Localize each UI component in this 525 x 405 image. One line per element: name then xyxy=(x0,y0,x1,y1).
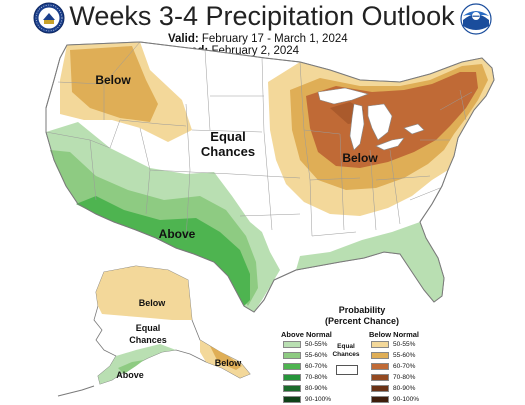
legend-below-swatch xyxy=(371,341,389,348)
alaska-below-50-55 xyxy=(96,266,192,320)
legend-below-row: 90-100% xyxy=(371,395,419,404)
legend-above-row: 60-70% xyxy=(283,362,327,371)
legend-above-label: 90-100% xyxy=(305,396,332,403)
noaa-logo-icon xyxy=(460,3,492,35)
legend-above-row: 50-55% xyxy=(283,340,327,349)
legend-title-line1: Probability xyxy=(338,305,386,315)
legend-above-swatch xyxy=(283,341,301,348)
legend-title: Probability (Percent Chance) xyxy=(312,305,412,327)
legend-above-swatch xyxy=(283,352,301,359)
legend-below-label: 55-60% xyxy=(393,352,416,359)
legend-above-row: 80-90% xyxy=(283,384,327,393)
label-nw-below: Below xyxy=(95,73,131,87)
legend-below-header: Below Normal xyxy=(369,330,420,339)
legend-below-label: 90-100% xyxy=(393,396,420,403)
legend-below-label: 50-55% xyxy=(393,341,416,348)
label-equal-chances-line1: Equal xyxy=(210,129,245,144)
nw-below-55-60 xyxy=(70,46,158,122)
legend-above-row: 55-60% xyxy=(283,351,327,360)
legend-below-swatch xyxy=(371,374,389,381)
legend-below-row: 60-70% xyxy=(371,362,415,371)
legend-above-row: 70-80% xyxy=(283,373,327,382)
legend-below-label: 80-90% xyxy=(393,385,416,392)
valid-label: Valid: xyxy=(168,33,199,45)
legend-above-swatch xyxy=(283,374,301,381)
legend-above-swatch xyxy=(283,363,301,370)
lake-huron xyxy=(367,103,393,141)
legend-below-row: 70-80% xyxy=(371,373,415,382)
legend-equal-line1: Equal xyxy=(337,343,355,350)
label-ak-above: Above xyxy=(116,370,144,380)
se-above-50-55 xyxy=(296,222,444,302)
label-equal-chances-line2: Chances xyxy=(201,144,255,159)
legend-above-label: 50-55% xyxy=(305,341,328,348)
legend-equal-chances-swatch xyxy=(336,365,358,375)
label-ak-se-below: Below xyxy=(215,358,243,368)
legend-below-swatch xyxy=(371,396,389,403)
alaska-se-below-55-60 xyxy=(210,346,242,370)
valid-value: February 17 - March 1, 2024 xyxy=(201,33,348,45)
map-title: Weeks 3-4 Precipitation Outlook xyxy=(69,1,455,31)
aleutian-islands xyxy=(57,385,95,397)
legend-above-label: 80-90% xyxy=(305,385,328,392)
label-ak-equal-line2: Chances xyxy=(129,335,167,345)
legend-below-swatch xyxy=(371,352,389,359)
legend-above-swatch xyxy=(283,396,301,403)
label-east-below: Below xyxy=(342,151,378,165)
legend-equal-line2: Chances xyxy=(332,351,360,358)
lake-michigan xyxy=(349,103,365,151)
legend-below-label: 60-70% xyxy=(393,363,416,370)
legend-above-row: 90-100% xyxy=(283,395,331,404)
lake-superior xyxy=(317,87,369,105)
alaska-above-50-55 xyxy=(98,344,176,384)
noaa-commerce-seal-icon xyxy=(33,2,65,34)
legend-below-row: 80-90% xyxy=(371,384,415,393)
legend-below-swatch xyxy=(371,385,389,392)
alaska-above-55-60 xyxy=(118,360,144,374)
legend-below-swatch xyxy=(371,363,389,370)
legend-below-label: 70-80% xyxy=(393,374,416,381)
lake-erie xyxy=(375,137,405,151)
legend-above-label: 55-60% xyxy=(305,352,328,359)
legend-above-swatch xyxy=(283,385,301,392)
label-ak-equal-line1: Equal xyxy=(136,323,161,333)
legend-below-row: 55-60% xyxy=(371,351,415,360)
lake-ontario xyxy=(403,123,425,135)
legend-title-line2: (Percent Chance) xyxy=(324,316,400,326)
legend-equal-chances-label: Equal Chances xyxy=(331,343,361,359)
legend-above-label: 70-80% xyxy=(305,374,328,381)
conus-outline xyxy=(45,41,495,313)
state-borders xyxy=(45,41,473,241)
legend-above-header: Above Normal xyxy=(281,330,332,339)
label-ak-below: Below xyxy=(139,298,167,308)
legend-below-row: 50-55% xyxy=(371,340,415,349)
label-sw-above: Above xyxy=(159,227,196,241)
legend-above-label: 60-70% xyxy=(305,363,328,370)
valid-dates: Valid: February 17 - March 1, 2024 xyxy=(168,33,348,45)
